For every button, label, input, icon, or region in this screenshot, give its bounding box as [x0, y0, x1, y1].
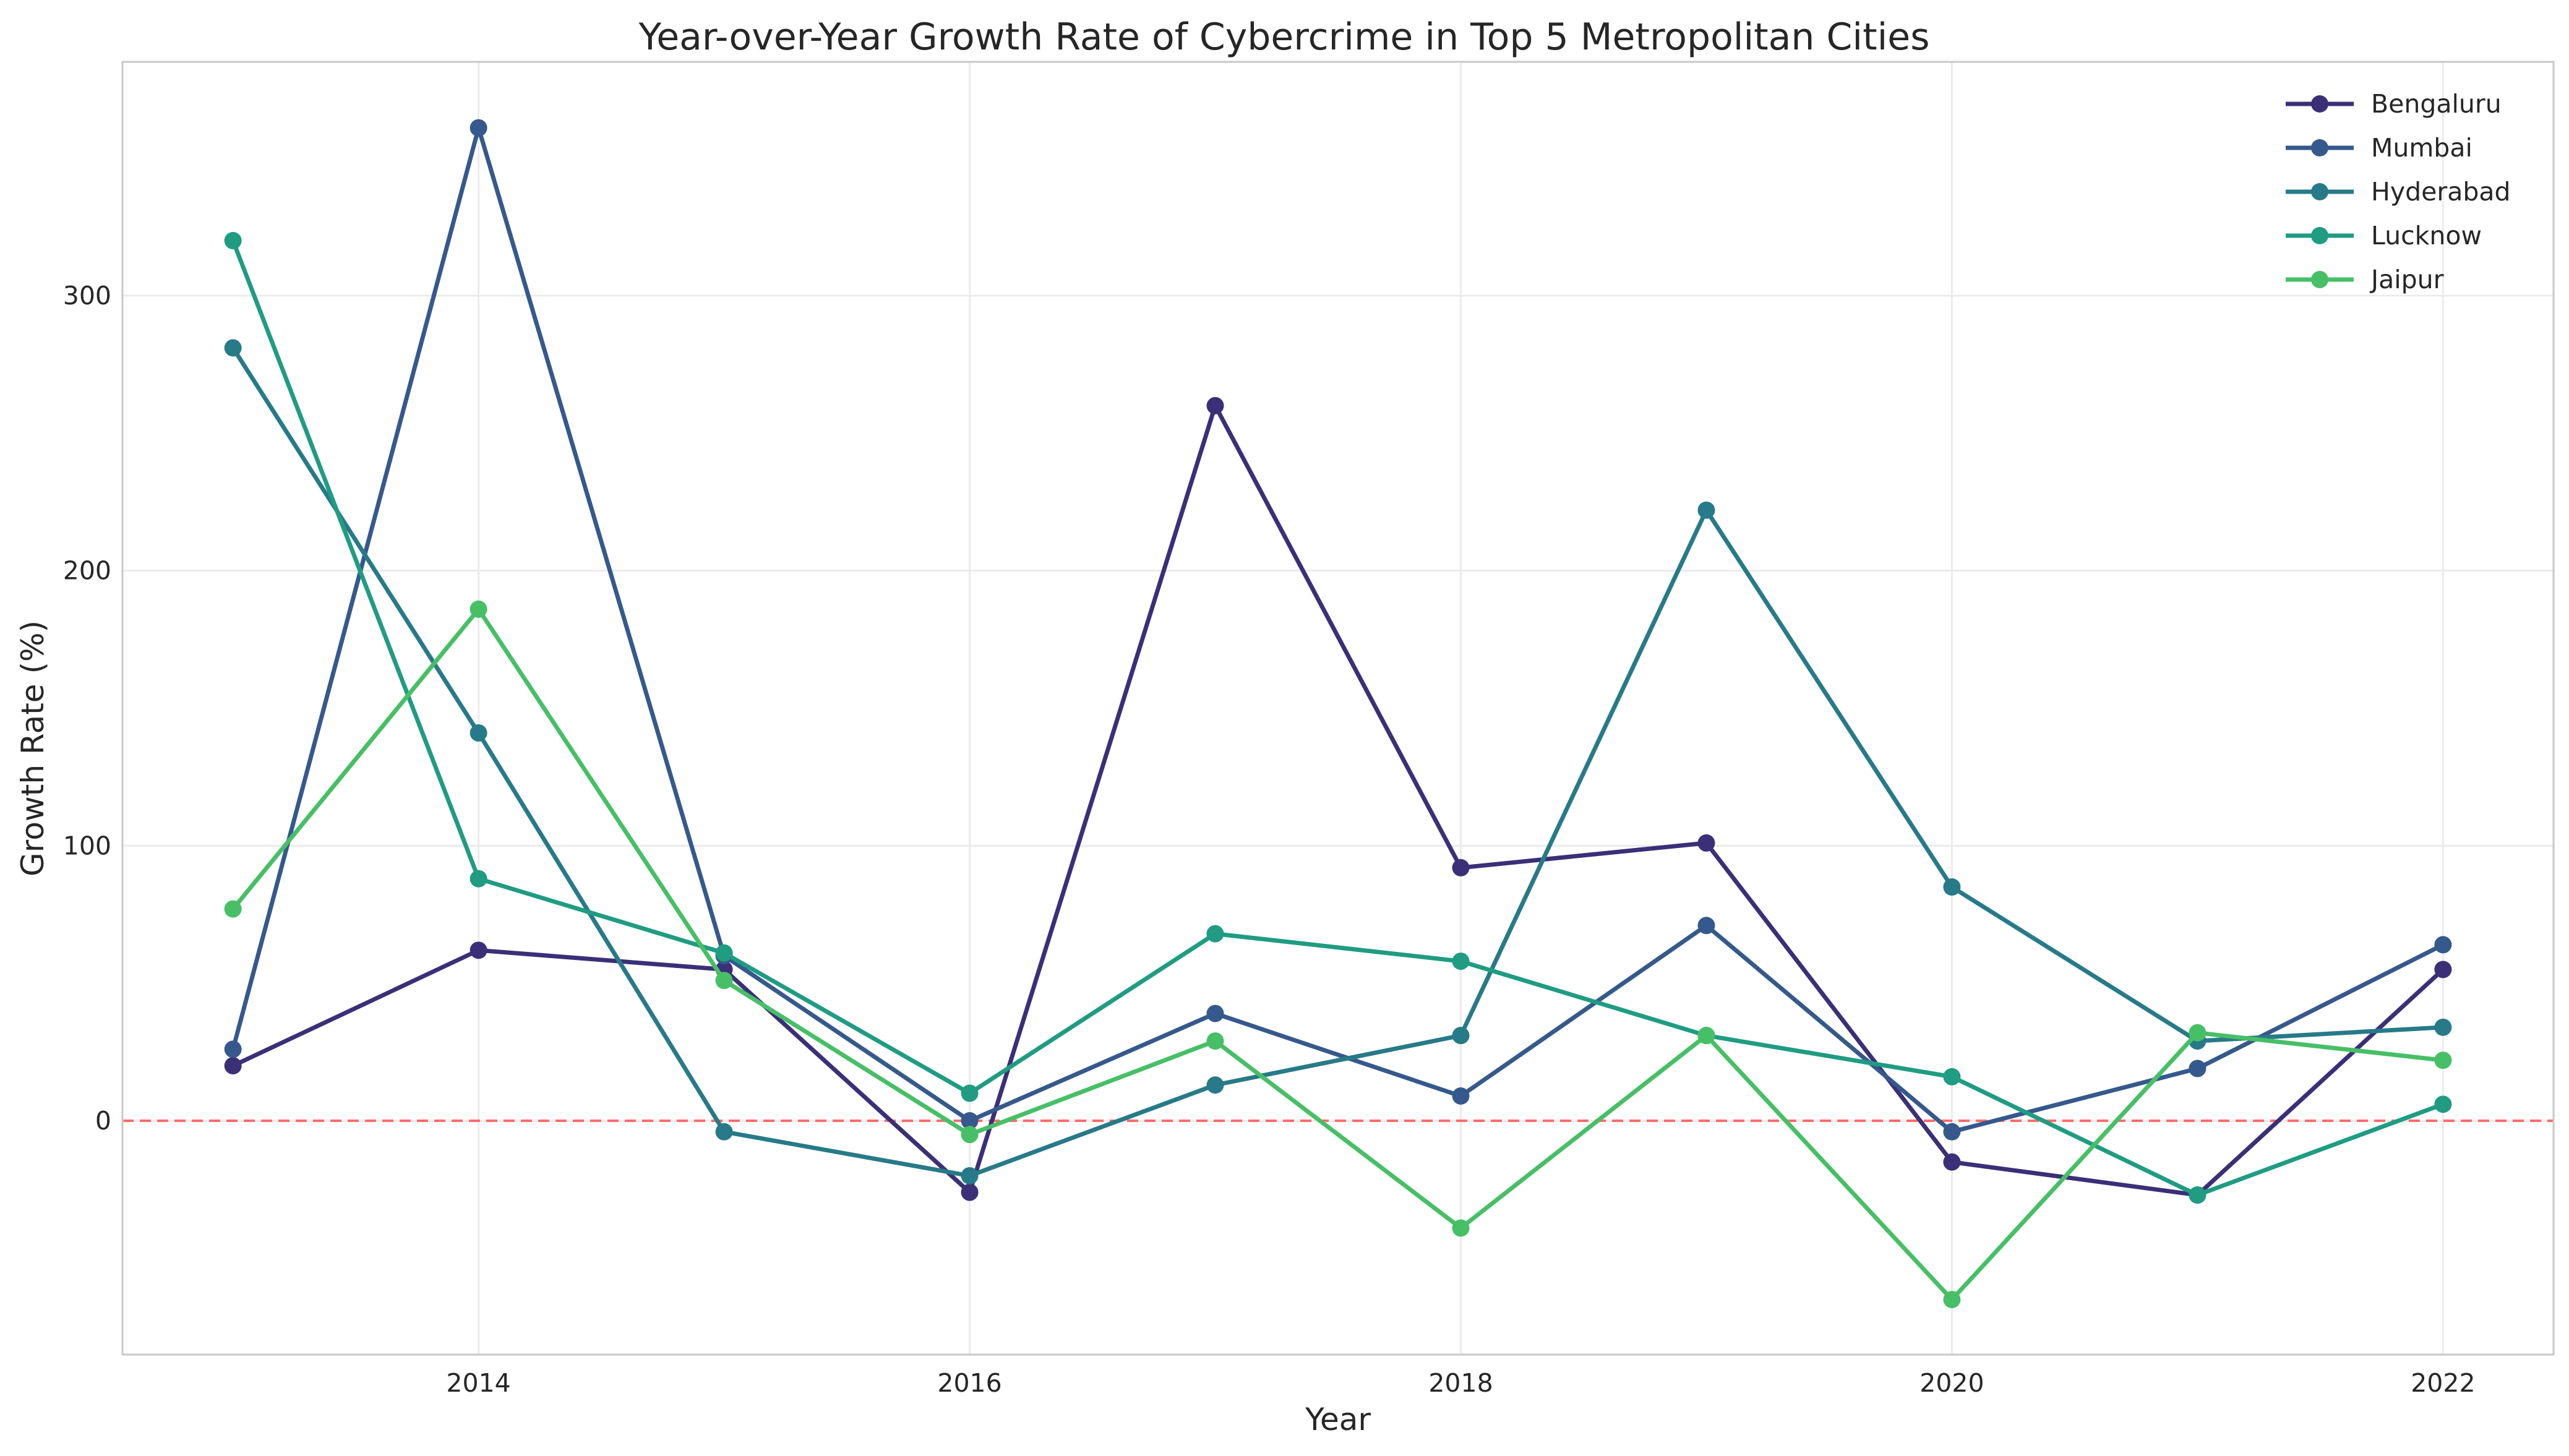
series-group [224, 119, 2452, 1309]
y-axis-ticks: 0 100 200 300 [63, 281, 111, 1136]
y-tick-label: 100 [63, 831, 111, 860]
series-jaipur [224, 600, 2452, 1309]
data-point-lucknow [2189, 1186, 2207, 1204]
legend-label: Bengaluru [2371, 89, 2502, 119]
data-point-jaipur [1943, 1291, 1961, 1309]
data-point-mumbai [2189, 1060, 2207, 1077]
data-point-jaipur [715, 972, 733, 990]
x-axis-label: Year [1305, 1402, 1371, 1437]
data-point-mumbai [1943, 1123, 1961, 1141]
x-tick-label: 2018 [1428, 1368, 1493, 1398]
data-point-bengaluru [470, 941, 487, 959]
data-point-bengaluru [1943, 1153, 1961, 1171]
data-point-bengaluru [1452, 859, 1470, 876]
data-point-mumbai [961, 1112, 979, 1130]
data-point-jaipur [2434, 1051, 2452, 1069]
grid [122, 62, 2554, 1355]
legend-swatch-marker [2311, 139, 2328, 156]
data-point-lucknow [961, 1084, 979, 1102]
legend-label: Jaipur [2369, 265, 2444, 294]
legend-label: Hyderabad [2371, 177, 2511, 207]
data-point-jaipur [224, 900, 242, 918]
series-hyderabad [224, 339, 2452, 1184]
data-point-bengaluru [1697, 834, 1715, 852]
data-point-hyderabad [1452, 1027, 1470, 1045]
data-point-lucknow [2434, 1095, 2452, 1113]
data-point-jaipur [1206, 1032, 1224, 1050]
data-point-hyderabad [470, 724, 487, 742]
x-tick-label: 2022 [2411, 1368, 2475, 1398]
x-axis-ticks: 2014 2016 2018 2020 2022 [446, 1368, 2475, 1398]
legend-swatch-marker [2311, 271, 2328, 288]
data-point-mumbai [224, 1040, 242, 1058]
x-tick-label: 2020 [1919, 1368, 1984, 1398]
legend-item-mumbai: Mumbai [2286, 133, 2473, 163]
legend: Bengaluru Mumbai Hyderabad Lucknow Jaipur [2286, 89, 2511, 294]
legend-label: Lucknow [2371, 221, 2482, 251]
y-tick-label: 200 [63, 556, 111, 586]
series-line-jaipur [231, 607, 2445, 1302]
series-line-hyderabad [231, 345, 2445, 1178]
series-mumbai [224, 119, 2452, 1141]
legend-swatch-marker [2311, 95, 2328, 113]
data-point-hyderabad [1206, 1076, 1224, 1094]
legend-item-bengaluru: Bengaluru [2286, 89, 2502, 119]
legend-swatch-marker [2311, 183, 2328, 200]
legend-item-lucknow: Lucknow [2286, 221, 2482, 251]
data-point-jaipur [2189, 1024, 2207, 1042]
data-point-hyderabad [1943, 878, 1961, 896]
x-tick-label: 2016 [937, 1368, 1001, 1398]
legend-swatch-marker [2311, 227, 2328, 244]
legend-item-jaipur: Jaipur [2286, 265, 2444, 294]
y-tick-label: 0 [95, 1106, 111, 1136]
data-point-lucknow [1452, 953, 1470, 970]
data-point-lucknow [224, 232, 242, 250]
data-point-lucknow [1206, 925, 1224, 943]
data-point-hyderabad [961, 1167, 979, 1184]
data-point-mumbai [1697, 917, 1715, 935]
legend-label: Mumbai [2371, 133, 2473, 163]
data-point-lucknow [1943, 1068, 1961, 1086]
series-line-bengaluru [231, 403, 2445, 1197]
chart-title: Year-over-Year Growth Rate of Cybercrime… [638, 15, 1930, 59]
data-point-lucknow [715, 944, 733, 962]
data-point-mumbai [1206, 1004, 1224, 1022]
data-point-mumbai [1452, 1087, 1470, 1105]
data-point-bengaluru [224, 1057, 242, 1075]
series-line-mumbai [231, 126, 2445, 1134]
data-point-bengaluru [1206, 396, 1224, 414]
data-point-mumbai [470, 119, 487, 137]
data-point-mumbai [2434, 936, 2452, 954]
plot-frame [121, 61, 2555, 1356]
series-line-lucknow [231, 238, 2445, 1197]
data-point-jaipur [961, 1126, 979, 1144]
series-lucknow [224, 232, 2452, 1204]
data-point-jaipur [1452, 1219, 1470, 1237]
x-tick-label: 2014 [446, 1368, 510, 1398]
series-bengaluru [224, 396, 2452, 1204]
data-point-hyderabad [715, 1123, 733, 1141]
data-point-hyderabad [224, 339, 242, 357]
y-tick-label: 300 [63, 281, 111, 310]
y-axis-label: Growth Rate (%) [15, 620, 51, 876]
data-point-lucknow [470, 870, 487, 888]
data-point-jaipur [1697, 1027, 1715, 1045]
data-point-jaipur [470, 600, 487, 618]
data-point-hyderabad [2434, 1018, 2452, 1036]
data-point-bengaluru [961, 1183, 979, 1201]
legend-item-hyderabad: Hyderabad [2286, 177, 2511, 207]
data-point-hyderabad [1697, 501, 1715, 519]
data-point-bengaluru [2434, 961, 2452, 979]
